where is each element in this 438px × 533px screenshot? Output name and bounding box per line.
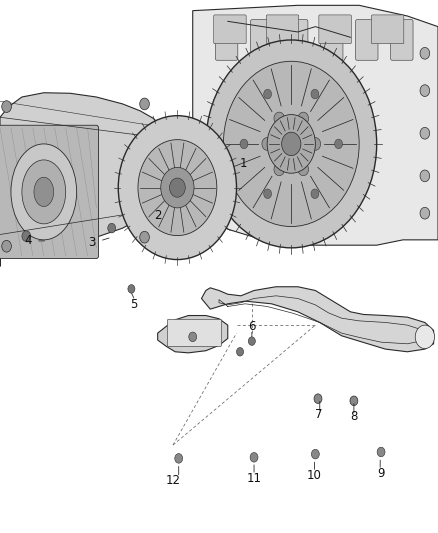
Circle shape	[420, 85, 430, 96]
Ellipse shape	[11, 144, 77, 240]
Text: 1: 1	[239, 157, 247, 170]
Circle shape	[206, 40, 377, 248]
Circle shape	[108, 223, 116, 233]
Circle shape	[140, 98, 149, 110]
Circle shape	[175, 454, 183, 463]
Circle shape	[267, 115, 315, 173]
Ellipse shape	[34, 177, 53, 207]
Text: 10: 10	[307, 469, 322, 482]
Circle shape	[128, 285, 135, 293]
Circle shape	[2, 240, 11, 252]
Circle shape	[264, 189, 272, 199]
FancyBboxPatch shape	[371, 15, 404, 44]
Text: 2: 2	[154, 209, 162, 222]
Circle shape	[22, 231, 31, 241]
Text: 9: 9	[377, 467, 385, 480]
Circle shape	[420, 207, 430, 219]
FancyBboxPatch shape	[251, 20, 273, 60]
Circle shape	[161, 167, 194, 208]
Circle shape	[264, 89, 272, 99]
Ellipse shape	[22, 160, 66, 224]
Circle shape	[170, 178, 185, 197]
FancyBboxPatch shape	[266, 15, 299, 44]
Polygon shape	[193, 5, 438, 245]
Text: 6: 6	[248, 320, 256, 333]
Circle shape	[311, 449, 319, 459]
Circle shape	[420, 47, 430, 59]
Text: 4: 4	[25, 235, 32, 247]
Circle shape	[274, 112, 285, 125]
Circle shape	[240, 139, 248, 149]
Circle shape	[282, 132, 301, 156]
Circle shape	[298, 112, 308, 125]
Circle shape	[420, 170, 430, 182]
Circle shape	[274, 163, 285, 176]
Circle shape	[2, 101, 11, 112]
FancyBboxPatch shape	[0, 125, 99, 259]
FancyBboxPatch shape	[356, 20, 378, 60]
FancyBboxPatch shape	[321, 20, 343, 60]
Circle shape	[189, 332, 197, 342]
Polygon shape	[0, 93, 166, 266]
Polygon shape	[201, 287, 434, 352]
Circle shape	[298, 163, 308, 176]
FancyBboxPatch shape	[214, 15, 246, 44]
Circle shape	[311, 89, 319, 99]
FancyBboxPatch shape	[319, 15, 351, 44]
Circle shape	[314, 394, 322, 403]
FancyBboxPatch shape	[286, 20, 308, 60]
Circle shape	[223, 61, 359, 227]
Text: 12: 12	[166, 474, 180, 487]
Circle shape	[138, 140, 217, 236]
Circle shape	[415, 325, 434, 349]
FancyBboxPatch shape	[167, 319, 222, 346]
Circle shape	[248, 337, 255, 345]
Circle shape	[310, 138, 321, 150]
Text: 5: 5	[130, 298, 137, 311]
FancyBboxPatch shape	[215, 20, 238, 60]
Text: 11: 11	[247, 472, 261, 484]
Circle shape	[350, 396, 358, 406]
Circle shape	[262, 138, 272, 150]
Circle shape	[377, 447, 385, 457]
Circle shape	[237, 348, 244, 356]
Circle shape	[420, 127, 430, 139]
Circle shape	[140, 231, 149, 243]
FancyBboxPatch shape	[391, 20, 413, 60]
Text: 3: 3	[88, 236, 95, 249]
Text: 8: 8	[350, 410, 357, 423]
Circle shape	[118, 116, 237, 260]
Text: 7: 7	[315, 408, 323, 421]
Circle shape	[250, 453, 258, 462]
Polygon shape	[158, 316, 228, 353]
Ellipse shape	[138, 131, 169, 205]
Circle shape	[335, 139, 343, 149]
Circle shape	[311, 189, 319, 199]
